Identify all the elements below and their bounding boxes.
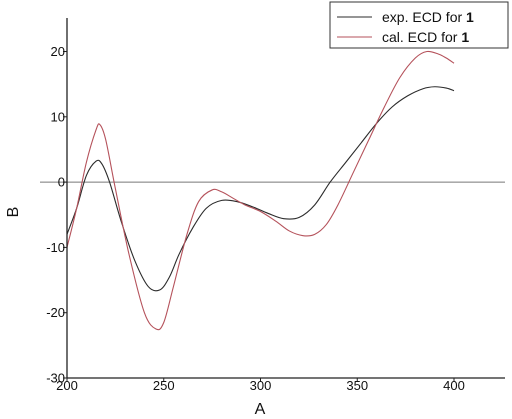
- y-tick-label-0: 0: [58, 175, 65, 190]
- y-tick-label--20: -20: [46, 305, 65, 320]
- x-tick-label-200: 200: [56, 378, 78, 393]
- series-line-exp: [66, 86, 455, 292]
- y-tick-label--10: -10: [46, 240, 65, 255]
- series-layer: [66, 50, 455, 331]
- y-tick-label-10: 10: [51, 109, 65, 124]
- y-axis-label: B: [5, 207, 22, 218]
- legend-label-cal: cal. ECD for: [382, 29, 458, 45]
- legend-compound-exp: 1: [466, 9, 474, 25]
- ticks-layer: 200 250 300 350 400 20 10 0 -10 -20 -30: [46, 44, 465, 393]
- x-tick-label-250: 250: [153, 378, 175, 393]
- x-tick-label-400: 400: [443, 378, 465, 393]
- y-tick-label-20: 20: [51, 44, 65, 59]
- legend: exp. ECD for 1 cal. ECD for 1: [329, 1, 509, 49]
- series-line-cal: [66, 50, 455, 331]
- legend-box: [329, 1, 509, 49]
- legend-label-exp: exp. ECD for: [382, 9, 462, 25]
- x-tick-label-300: 300: [250, 378, 272, 393]
- x-tick-label-350: 350: [346, 378, 368, 393]
- axes-layer: [66, 18, 505, 379]
- legend-compound-cal: 1: [461, 29, 469, 45]
- legend-entry-exp: exp. ECD for 1: [382, 9, 474, 25]
- legend-entry-cal: cal. ECD for 1: [382, 29, 469, 45]
- y-tick-label--30: -30: [46, 371, 65, 386]
- x-axis-label: A: [255, 401, 266, 418]
